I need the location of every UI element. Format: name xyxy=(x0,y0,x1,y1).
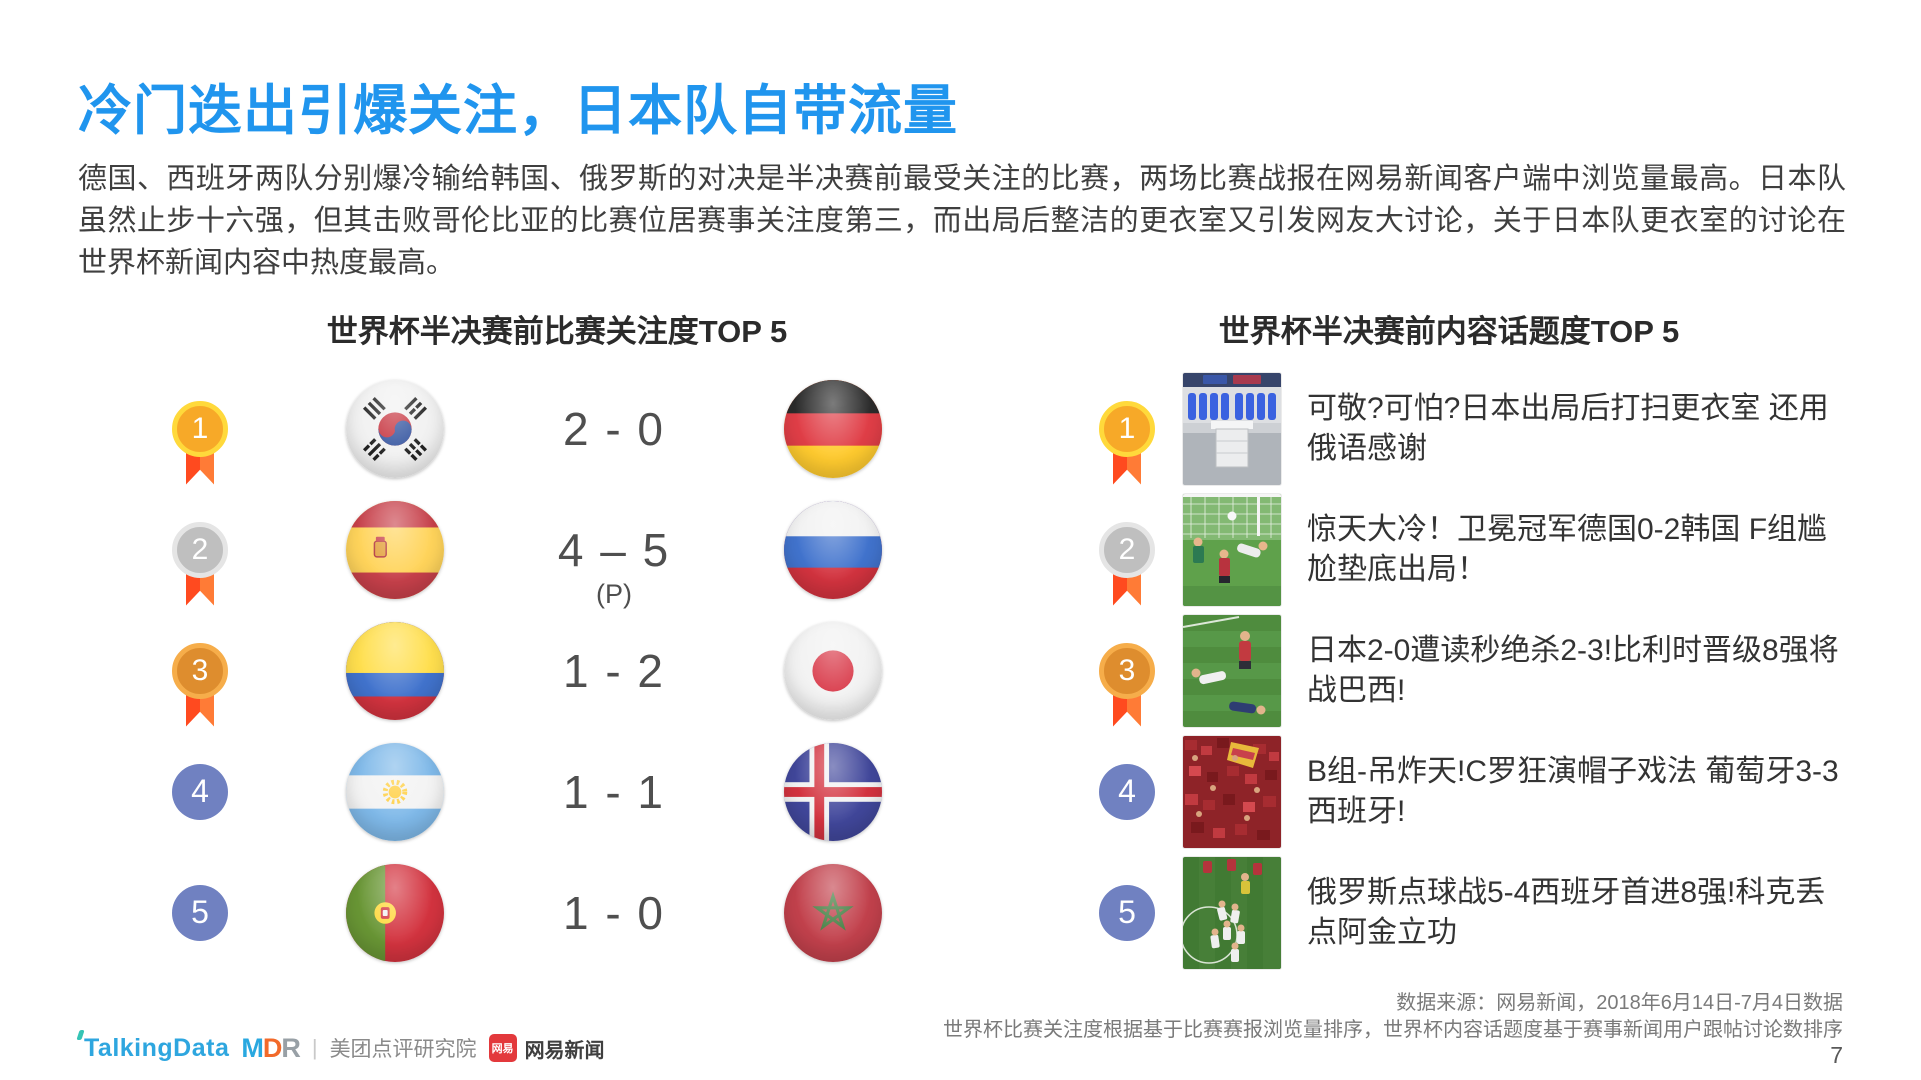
news-headline: 惊天大冷！卫冕冠军德国0-2韩国 F组尴尬垫底出局！ xyxy=(1307,512,1828,586)
rank-2-medal-icon: 2 xyxy=(1099,521,1155,606)
score-value: 4 – 5 xyxy=(557,523,671,576)
flag-iceland-icon xyxy=(784,742,882,841)
talkingdata-logo: TalkingData xyxy=(76,1029,230,1063)
news-headline: 可敬?可怕?日本出局后打扫更衣室 还用俄语感谢 xyxy=(1307,391,1829,465)
rank-2-medal-icon: 2 xyxy=(172,521,228,606)
flag-spain-icon xyxy=(346,500,444,599)
news-headline: B组-吊炸天!C罗狂演帽子戏法 葡萄牙3-3西班牙! xyxy=(1307,754,1839,828)
topic-row: 2 惊天大冷！卫冕冠军德国0-2韩国 F组尴尬 xyxy=(1099,489,1859,610)
flag-japan-icon xyxy=(784,621,882,720)
thumbnail-players-on-pitch xyxy=(1183,614,1281,727)
score-value: 1 - 2 xyxy=(562,644,666,697)
rank-number: 5 xyxy=(172,884,228,941)
match-row: 5 1 - 0 xyxy=(172,852,902,973)
rank-number: 3 xyxy=(172,642,228,699)
rank-number: 4 xyxy=(172,763,228,820)
netease-logo-icon: 网易 xyxy=(488,1034,517,1062)
score-value: 1 - 1 xyxy=(562,765,666,818)
rank-1-medal-icon: 1 xyxy=(172,400,228,485)
flag-morocco-icon xyxy=(784,863,882,962)
topic-row: 4 B组-吊炸天!C罗狂演帽子戏法 葡萄牙3-3西班牙! xyxy=(1099,731,1859,852)
mdr-logo: MDR xyxy=(241,1032,300,1063)
page-title: 冷门迭出引爆关注，日本队自带流量 xyxy=(78,81,958,141)
match-row: 4 1 - 1 xyxy=(172,731,902,852)
thumbnail-locker-room xyxy=(1183,372,1281,485)
netease-news-label: 网易新闻 xyxy=(524,1039,605,1062)
rank-5-badge-icon: 5 xyxy=(1099,884,1155,941)
thumbnail-red-fans-crowd xyxy=(1183,735,1281,848)
rank-number: 3 xyxy=(1099,642,1155,699)
logo-divider: | xyxy=(311,1035,318,1060)
rank-number: 5 xyxy=(1099,884,1155,941)
rank-5-badge-icon: 5 xyxy=(172,884,228,941)
flag-germany-icon xyxy=(784,379,882,478)
body-paragraph: 德国、西班牙两队分别爆冷输给韩国、俄罗斯的对决是半决赛前最受关注的比赛，两场比赛… xyxy=(78,163,1846,280)
score-note: (P) xyxy=(596,578,632,609)
match-ranking-title: 世界杯半决赛前比赛关注度TOP 5 xyxy=(326,314,788,349)
rank-number: 1 xyxy=(172,400,228,457)
flag-south-korea-icon xyxy=(346,379,444,478)
rank-1-medal-icon: 1 xyxy=(1099,400,1155,485)
rank-3-medal-icon: 3 xyxy=(1099,642,1155,727)
talkingdata-logo-text: TalkingData xyxy=(84,1033,230,1062)
score-value: 1 - 0 xyxy=(562,886,666,939)
rank-number: 2 xyxy=(172,521,228,578)
rank-4-badge-icon: 4 xyxy=(172,763,228,820)
news-headline: 俄罗斯点球战5-4西班牙首进8强!科克丢点阿金立功 xyxy=(1307,875,1826,949)
page-number: 7 xyxy=(1830,1042,1843,1068)
thumbnail-goal-scene xyxy=(1183,493,1281,606)
match-ranking-list: 1 2 - 0 xyxy=(172,368,902,973)
footer-logos: TalkingData MDR | 美团点评研究院 网易 网易新闻 xyxy=(76,1029,605,1066)
match-row: 2 4 – 5 (P) xyxy=(172,489,902,610)
topic-row: 5 俄罗斯点 xyxy=(1099,852,1859,973)
score-value: 2 - 0 xyxy=(562,402,666,455)
topic-row: 3 日本2-0遭读秒绝杀2-3!比利时晋级8强将战巴西! xyxy=(1099,610,1859,731)
news-headline: 日本2-0遭读秒绝杀2-3!比利时晋级8强将战巴西! xyxy=(1307,633,1839,707)
thumbnail-team-celebration xyxy=(1183,856,1281,969)
rank-number: 2 xyxy=(1099,521,1155,578)
match-row: 3 1 - 2 xyxy=(172,610,902,731)
flag-russia-icon xyxy=(784,500,882,599)
meituan-dianping-institute-label: 美团点评研究院 xyxy=(329,1038,477,1061)
topic-ranking-list: 1 可敬?可怕?日本出局后打扫更衣室 还用俄语感谢 xyxy=(1099,368,1859,973)
flag-argentina-icon xyxy=(346,742,444,841)
flag-colombia-icon xyxy=(346,621,444,720)
rank-number: 1 xyxy=(1099,400,1155,457)
topic-ranking-title: 世界杯半决赛前内容话题度TOP 5 xyxy=(1218,314,1680,349)
rank-4-badge-icon: 4 xyxy=(1099,763,1155,820)
topic-row: 1 可敬?可怕?日本出局后打扫更衣室 还用俄语感谢 xyxy=(1099,368,1859,489)
source-line-2: 世界杯比赛关注度根据基于比赛赛报浏览量排序，世界杯内容话题度基于赛事新闻用户跟帖… xyxy=(943,1019,1843,1041)
match-row: 1 2 - 0 xyxy=(172,368,902,489)
rank-3-medal-icon: 3 xyxy=(172,642,228,727)
rank-number: 4 xyxy=(1099,763,1155,820)
data-source-note: 数据来源：网易新闻，2018年6月14日-7月4日数据 世界杯比赛关注度根据基于… xyxy=(743,990,1843,1044)
flag-portugal-icon xyxy=(346,863,444,962)
source-line-1: 数据来源：网易新闻，2018年6月14日-7月4日数据 xyxy=(1396,992,1843,1014)
